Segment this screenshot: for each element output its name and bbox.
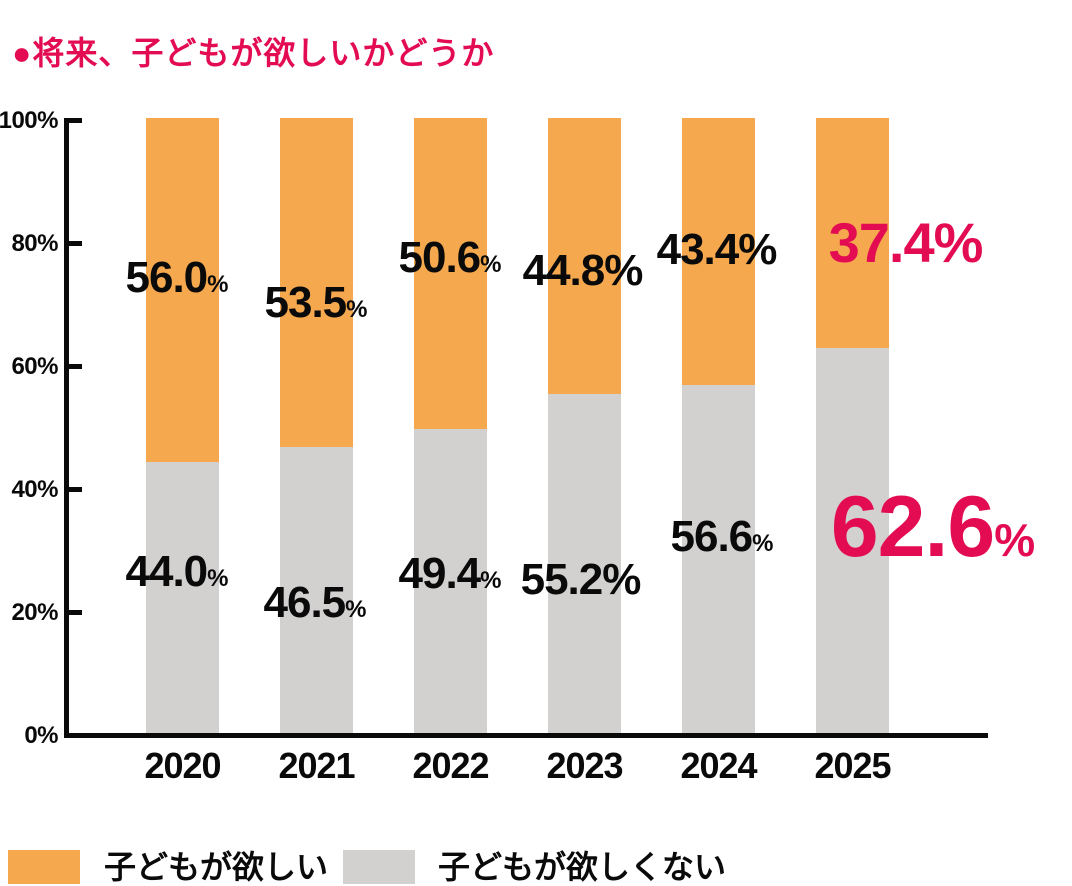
y-tick-80% — [69, 241, 82, 246]
percent-sign: % — [480, 567, 502, 594]
x-axis-label-2020: 2020 — [144, 745, 221, 786]
bar-2022-子どもが欲しくない — [414, 429, 487, 733]
value-label-2022-子どもが欲しくない: 49.4% — [399, 552, 502, 596]
bar-2020-子どもが欲しくない — [146, 462, 219, 733]
percent-sign: % — [207, 565, 229, 592]
value-label-2022-子どもが欲しい: 50.6% — [399, 236, 502, 280]
y-tick-label-100%: 100% — [0, 106, 59, 134]
value-label-2025-子どもが欲しい: 37.4% — [829, 215, 984, 271]
value-label-2025-子どもが欲しくない: 62.6% — [831, 484, 1035, 570]
value-number: 56.0 — [125, 253, 209, 302]
value-number: 62.6 — [830, 479, 995, 575]
x-axis-label-2025: 2025 — [814, 745, 891, 786]
value-number: 37.4 — [828, 211, 935, 274]
y-axis-line — [64, 118, 69, 738]
value-label-2024-子どもが欲しくない: 56.6% — [671, 515, 774, 559]
value-number: 46.5 — [263, 578, 347, 627]
percent-sign: % — [604, 246, 644, 295]
value-number: 56.6 — [670, 512, 754, 561]
bar-2021-子どもが欲しい — [280, 118, 353, 733]
bar-2021-子どもが欲しくない — [280, 447, 353, 733]
legend-label-want: 子どもが欲しい — [104, 849, 329, 885]
bar-2025-子どもが欲しい — [816, 118, 889, 733]
x-axis-label-2023: 2023 — [546, 745, 623, 786]
percent-sign: % — [994, 514, 1036, 566]
legend: 子どもが欲しい 子どもが欲しくない — [0, 842, 1072, 886]
value-number: 55.2 — [520, 555, 604, 604]
y-tick-20% — [69, 610, 82, 615]
percent-sign: % — [207, 271, 229, 298]
percent-sign: % — [480, 251, 502, 278]
x-axis-label-2021: 2021 — [278, 745, 355, 786]
stacked-bar-chart: 0% 20% 40% 60% 80% 100% 2020 2021 2022 2023 2024 2… — [0, 106, 1035, 786]
y-tick-label-0%: 0% — [24, 721, 58, 749]
x-axis-label-2022: 2022 — [412, 745, 489, 786]
percent-sign: % — [738, 225, 778, 274]
value-number: 53.5 — [264, 278, 348, 327]
y-tick-label-80%: 80% — [11, 229, 58, 257]
value-label-2024-子どもが欲しい: 43.4% — [657, 228, 778, 272]
value-label-2023-子どもが欲しい: 44.8% — [523, 249, 644, 293]
bar-2022-子どもが欲しい — [414, 118, 487, 733]
bar-2023-子どもが欲しくない — [548, 394, 621, 733]
legend-label-not-want: 子どもが欲しくない — [438, 849, 727, 885]
value-label-2020-子どもが欲しくない: 44.0% — [126, 550, 229, 594]
value-number: 44.0 — [125, 547, 209, 596]
y-tick-label-60%: 60% — [11, 352, 58, 380]
y-tick-60% — [69, 364, 82, 369]
y-tick-40% — [69, 487, 82, 492]
value-number: 43.4 — [656, 225, 740, 274]
x-axis-line — [64, 733, 988, 738]
y-tick-100% — [69, 118, 82, 123]
value-label-2021-子どもが欲しくない: 46.5% — [264, 581, 367, 625]
bar-2020-子どもが欲しい — [146, 118, 219, 733]
value-number: 44.8 — [522, 246, 606, 295]
percent-sign: % — [345, 596, 367, 623]
value-number: 49.4 — [398, 549, 482, 598]
bar-2024-子どもが欲しい — [682, 118, 755, 733]
percent-sign: % — [346, 296, 368, 323]
bar-2023-子どもが欲しい — [548, 118, 621, 733]
percent-sign: % — [752, 530, 774, 557]
x-axis-label-2024: 2024 — [680, 745, 757, 786]
page-title: ●将来、子どもが欲しいかどうか — [12, 35, 495, 71]
bar-2025-子どもが欲しくない — [816, 348, 889, 733]
value-number: 50.6 — [398, 233, 482, 282]
legend-swatch-not-want — [343, 850, 415, 884]
bar-2024-子どもが欲しくない — [682, 385, 755, 733]
percent-sign: % — [933, 211, 984, 274]
y-tick-label-40%: 40% — [11, 475, 58, 503]
value-label-2021-子どもが欲しい: 53.5% — [265, 281, 368, 325]
value-label-2023-子どもが欲しくない: 55.2% — [521, 558, 642, 602]
value-label-2020-子どもが欲しい: 56.0% — [126, 256, 229, 300]
legend-swatch-want — [8, 850, 80, 884]
percent-sign: % — [602, 555, 642, 604]
y-tick-label-20%: 20% — [11, 598, 58, 626]
